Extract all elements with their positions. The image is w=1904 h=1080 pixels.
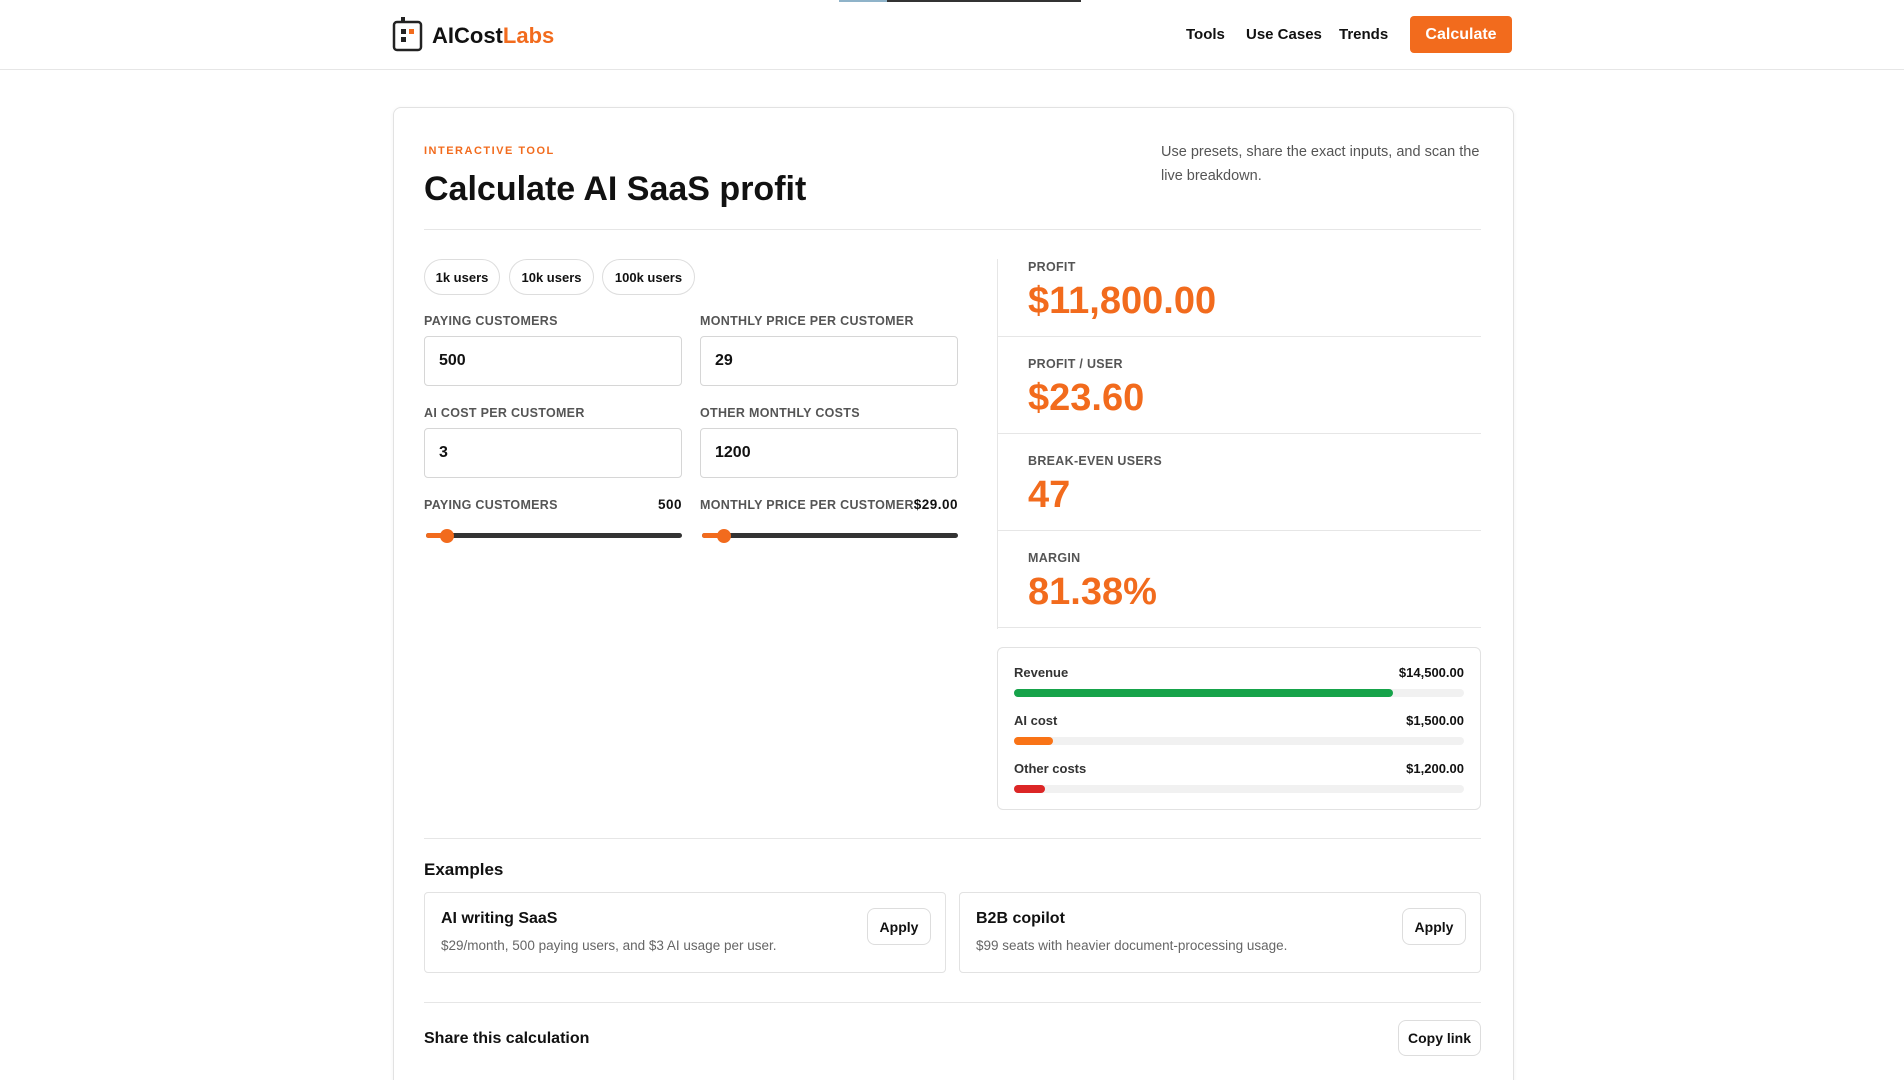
tool-card [393,107,1514,1080]
slider-thumb[interactable] [440,529,454,543]
result-label: BREAK-EVEN USERS [1028,454,1162,468]
eyebrow: INTERACTIVE TOOL [424,145,555,157]
breakdown-bar [1014,689,1394,697]
description: Use presets, share the exact inputs, and… [1161,144,1480,184]
input-label: PAYING CUSTOMERS [424,314,558,328]
example-title: B2B copilot [976,910,1065,927]
logo-accent: Labs [502,23,555,48]
result-value: $11,800.00 [1028,280,1217,322]
breakdown-value: $14,500.00 [1398,665,1464,680]
copy-link-button[interactable]: Copy link [1398,1020,1481,1056]
loading-bar [839,0,1081,2]
slider-fill [426,533,449,538]
breakdown-label: Other costs [1014,761,1087,776]
cta-button[interactable]: Calculate [1410,16,1512,53]
preset-chip[interactable]: 1k users [424,259,500,295]
loading-progress [839,0,887,2]
apply-button[interactable]: Apply [867,908,931,945]
input-field[interactable]: 500 [424,336,682,386]
breakdown-track [1014,737,1464,745]
breakdown-label: Revenue [1014,665,1069,680]
breakdown-label: AI cost [1014,713,1058,728]
result-value: 47 [1028,474,1071,516]
logo-text: AICost [432,23,503,48]
breakdown-bar [1014,737,1054,745]
divider [424,229,1481,230]
divider [424,838,1481,839]
example-card [424,892,946,973]
input-label: OTHER MONTHLY COSTS [700,406,860,420]
breakdown-box [997,647,1481,810]
examples-title: Examples [424,860,504,879]
apply-button[interactable]: Apply [1402,908,1466,945]
slider-track[interactable] [426,533,682,538]
nav-link[interactable]: Tools [1186,26,1225,43]
preset-chip[interactable]: 100k users [602,259,695,295]
result-label: MARGIN [1028,551,1081,565]
divider [998,336,1481,337]
example-description: $99 seats with heavier document-processi… [976,938,1288,953]
nav-link[interactable]: Use Cases [1246,26,1322,43]
example-title: AI writing SaaS [441,910,558,927]
divider [998,433,1481,434]
input-field[interactable]: 29 [700,336,958,386]
result-value: $23.60 [1028,377,1145,419]
breakdown-bar [1014,785,1046,793]
slider-value: $29.00 [913,497,958,512]
breakdown-value: $1,200.00 [1406,761,1464,776]
divider [998,627,1481,628]
breakdown-track [1014,785,1464,793]
result-label: PROFIT / USER [1028,357,1123,371]
slider-label: MONTHLY PRICE PER CUSTOMER [700,498,914,512]
input-label: AI COST PER CUSTOMER [424,406,585,420]
preset-chip[interactable]: 10k users [509,259,594,295]
slider-track[interactable] [702,533,958,538]
logo[interactable]: AICostLabs [432,23,554,49]
input-label: MONTHLY PRICE PER CUSTOMER [700,314,914,328]
result-label: PROFIT [1028,260,1076,274]
slider-fill [702,533,726,538]
nav-link[interactable]: Trends [1339,26,1389,43]
example-description: $29/month, 500 paying users, and $3 AI u… [441,938,777,953]
example-card [959,892,1481,973]
breakdown-value: $1,500.00 [1406,713,1464,728]
title: Calculate AI SaaS profit [424,170,807,208]
slider-label: PAYING CUSTOMERS [424,498,558,512]
result-value: 81.38% [1028,571,1157,613]
divider [998,530,1481,531]
column-divider [997,259,998,629]
input-field[interactable]: 1200 [700,428,958,478]
header-divider [0,69,1904,70]
slider-value: 500 [657,497,682,512]
input-field[interactable]: 3 [424,428,682,478]
slider-thumb[interactable] [717,529,731,543]
divider [424,1002,1481,1003]
logo-icon [392,17,423,52]
share-title: Share this calculation [424,1030,590,1047]
